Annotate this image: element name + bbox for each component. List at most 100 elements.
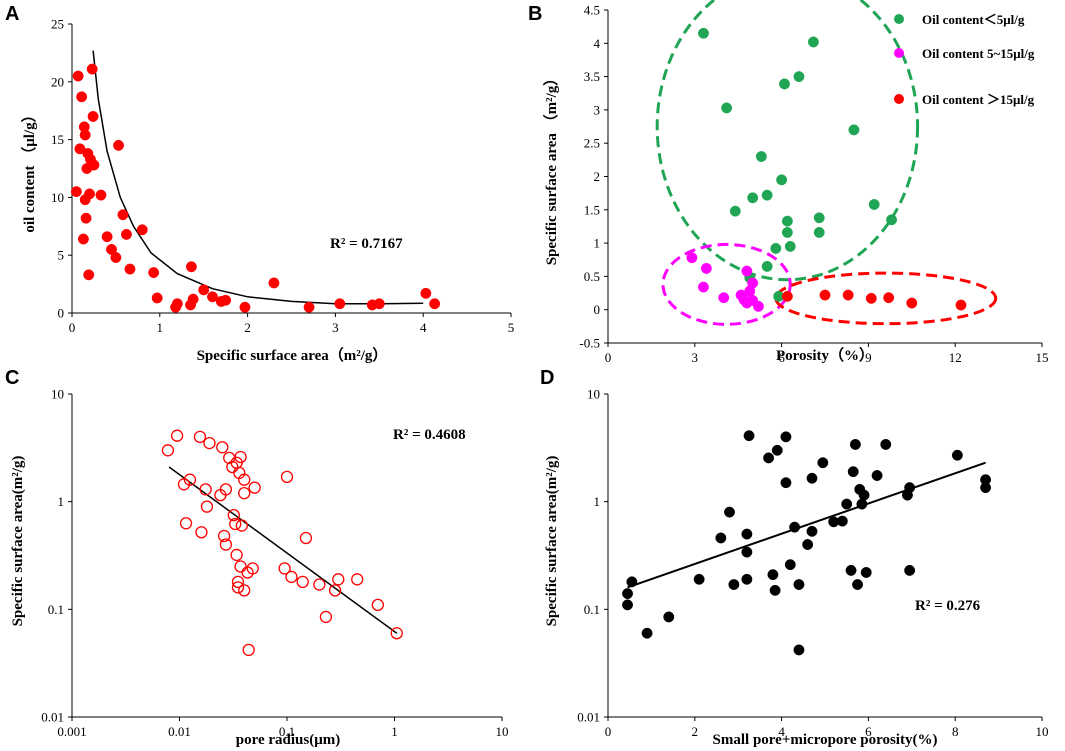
data-point-series-1 [755, 151, 767, 162]
data-point [285, 570, 298, 584]
panel-d-y-title: Specific surface area(m²/g) [544, 456, 560, 627]
data-point [724, 506, 735, 518]
x-tick-label: 0 [605, 724, 612, 739]
data-point-series-1 [868, 199, 880, 210]
data-point [117, 209, 129, 221]
data-point-series-2 [747, 277, 759, 289]
panel-c-x-title: pore radius(μm) [236, 732, 340, 748]
x-tick-label: 10 [496, 724, 509, 739]
panel-b-ellipses [655, 0, 998, 326]
data-point [420, 287, 432, 299]
panel-a-fit-curve [92, 50, 424, 305]
data-point [199, 483, 212, 496]
data-point [622, 588, 633, 600]
data-point [238, 584, 251, 597]
data-point-series-2 [718, 292, 730, 304]
data-point-series-1 [813, 226, 825, 238]
data-point [328, 584, 342, 597]
data-point-series-1 [848, 124, 860, 136]
data-point [95, 189, 107, 201]
data-point-series-3 [883, 292, 895, 304]
x-tick-label: 12 [949, 350, 962, 365]
panel-b-x-title: Porosity（%） [776, 346, 874, 364]
data-point [299, 531, 313, 545]
data-point-series-1 [793, 71, 805, 83]
data-point [200, 500, 214, 513]
data-point [229, 517, 242, 531]
data-point [763, 452, 775, 464]
data-point [845, 564, 857, 576]
x-tick-label: 1 [157, 320, 164, 335]
data-point [741, 573, 753, 585]
panel-a-r2: R² = 0.7167 [330, 236, 403, 252]
data-point-series-3 [865, 292, 877, 304]
data-point [693, 573, 705, 585]
data-point-series-2 [698, 281, 709, 293]
panel-c-r2: R² = 0.4608 [393, 427, 466, 443]
x-tick-label: 6 [865, 724, 872, 739]
data-point [124, 263, 136, 275]
x-tick-label: 2 [244, 320, 251, 335]
panel-d-x-title: Small pore+micropore porosity(%) [713, 732, 938, 748]
data-point [663, 611, 675, 623]
data-point [784, 559, 796, 571]
legend-label-mid: Oil content 5~15μl/g [922, 46, 1035, 61]
y-tick-label: -0.5 [579, 336, 600, 351]
panel-a-x-title: Specific surface area（m²/g） [197, 346, 388, 364]
panel-a-y-title: oil content （μl/g） [20, 107, 38, 232]
data-point [170, 429, 184, 442]
x-tick-label: 8 [952, 724, 959, 739]
panel-c-fit-line [168, 466, 398, 634]
data-point-series-1 [886, 214, 897, 226]
data-point-series-1 [770, 242, 782, 254]
data-point [79, 129, 91, 141]
data-point [769, 584, 781, 596]
y-tick-label: 1 [594, 236, 601, 251]
y-tick-label: 0 [594, 302, 601, 317]
data-point [793, 644, 805, 656]
x-tick-label: 4 [778, 724, 785, 739]
legend-marker-low [894, 14, 904, 24]
data-point [87, 111, 99, 122]
panel-a-ticks: 0 1 2 3 4 5 0 5 10 15 20 25 [51, 17, 514, 336]
y-tick-label: 0.01 [41, 710, 64, 725]
data-point [852, 579, 863, 590]
y-tick-label: 0.1 [48, 602, 64, 617]
x-tick-label: 6 [778, 350, 785, 365]
y-tick-label: 20 [51, 74, 64, 89]
data-point [231, 581, 245, 594]
data-point [871, 470, 883, 481]
data-point [231, 575, 245, 588]
data-point [88, 159, 100, 171]
panel-b-ticks: 0 3 6 9 12 15 -0.5 0 0.5 1 1.5 2 2.5 3 3.5 4 4.5 [579, 3, 1048, 366]
data-point [120, 228, 132, 240]
data-point [198, 284, 210, 296]
cluster-ellipse [661, 242, 792, 326]
data-point [319, 610, 333, 624]
data-point [246, 562, 259, 575]
data-point-series-1 [761, 189, 773, 201]
x-tick-label: 0 [69, 320, 76, 335]
y-tick-label: 3 [594, 102, 601, 117]
data-point-series-1 [776, 174, 788, 186]
data-point [83, 269, 95, 281]
data-point [101, 231, 113, 243]
data-point [136, 224, 148, 236]
data-point [856, 498, 868, 510]
x-tick-label: 0.01 [168, 724, 191, 739]
y-tick-label: 5 [58, 248, 65, 263]
legend-marker-high [894, 94, 904, 104]
data-point [203, 436, 216, 450]
panel-a: A 0 1 2 3 4 5 0 5 10 15 20 25 R² = 0.7167 Specific … [5, 3, 514, 364]
legend-label-high: Oil content ＞15μl/g [922, 92, 1035, 107]
data-point [728, 579, 740, 590]
data-point [207, 291, 218, 303]
data-point [230, 548, 243, 562]
data-point [806, 525, 818, 537]
data-point [313, 578, 326, 591]
data-point-series-1 [784, 240, 796, 252]
panel-d-label: D [540, 367, 554, 389]
panel-b-legend: Oil content＜5μl/g Oil content 5~15μl/g O… [894, 12, 1035, 107]
data-point [185, 261, 197, 273]
legend-marker-mid [894, 48, 904, 58]
